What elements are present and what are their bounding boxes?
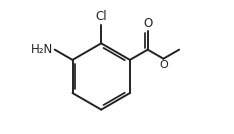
Text: O: O	[143, 17, 152, 30]
Text: H₂N: H₂N	[31, 43, 53, 56]
Text: Cl: Cl	[95, 10, 107, 23]
Text: O: O	[160, 59, 168, 70]
